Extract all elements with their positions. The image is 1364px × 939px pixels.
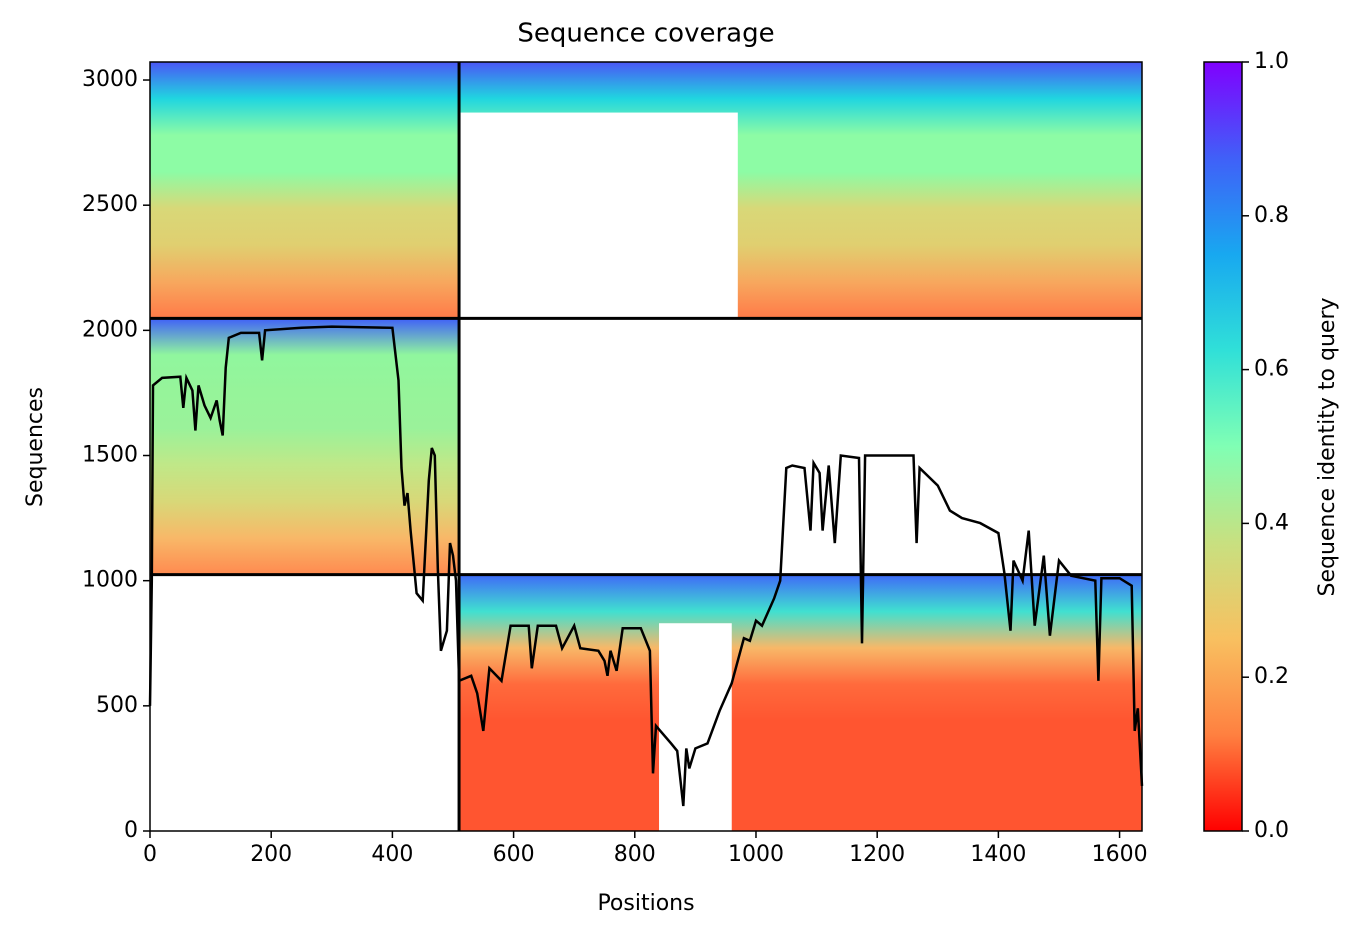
colorbar-tick-label: 0.4 xyxy=(1254,510,1289,535)
coverage-line xyxy=(148,325,1144,807)
colorbar-tick-label: 0.2 xyxy=(1254,664,1289,689)
coverage-block xyxy=(459,574,1143,831)
y-tick-label: 2000 xyxy=(82,317,138,342)
colorbar xyxy=(1203,61,1243,832)
colorbar-tick-label: 1.0 xyxy=(1254,49,1289,74)
y-tick-label: 2500 xyxy=(82,192,138,217)
x-tick-label: 600 xyxy=(493,842,535,867)
x-tick-label: 200 xyxy=(250,842,292,867)
x-tick-label: 0 xyxy=(143,842,157,867)
x-tick-label: 400 xyxy=(371,842,413,867)
y-axis-label: Sequences xyxy=(23,387,48,507)
colorbar-tick-label: 0.6 xyxy=(1254,357,1289,382)
colorbar-label: Sequence identity to query xyxy=(1315,297,1340,596)
x-tick-label: 1400 xyxy=(970,842,1026,867)
colorbar-tick-label: 0.0 xyxy=(1254,818,1289,843)
x-tick-label: 1000 xyxy=(728,842,784,867)
coverage-block xyxy=(150,62,460,319)
colorbar-tick-label: 0.8 xyxy=(1254,203,1289,228)
y-tick-label: 1000 xyxy=(82,568,138,593)
x-tick-label: 800 xyxy=(614,842,656,867)
y-tick-label: 500 xyxy=(96,693,138,718)
y-tick-label: 3000 xyxy=(82,67,138,92)
x-tick-label: 1200 xyxy=(849,842,905,867)
x-axis-label: Positions xyxy=(597,891,694,916)
coverage-block xyxy=(459,112,738,319)
y-tick-label: 1500 xyxy=(82,443,138,468)
x-tick-label: 1600 xyxy=(1092,842,1148,867)
coverage-block xyxy=(150,318,460,575)
chart-title: Sequence coverage xyxy=(517,19,774,49)
y-tick-label: 0 xyxy=(124,818,138,843)
coverage-block xyxy=(659,623,732,831)
plot-frame xyxy=(149,61,1143,832)
